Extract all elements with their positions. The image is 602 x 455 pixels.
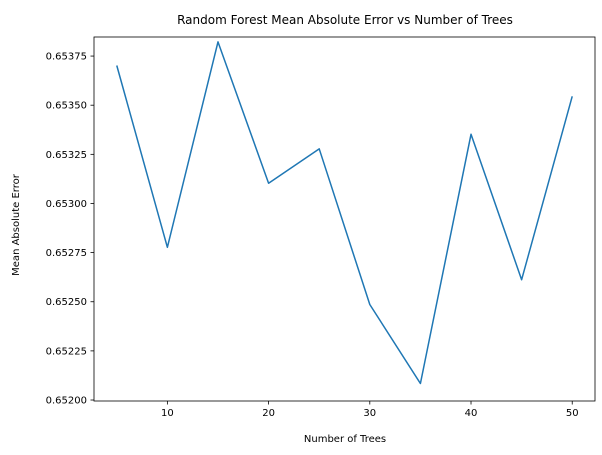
- y-tick-label: 0.65225: [46, 346, 87, 357]
- y-tick-label: 0.65350: [46, 101, 87, 112]
- y-tick-label: 0.65375: [46, 52, 87, 63]
- y-tick-label: 0.65300: [46, 199, 87, 210]
- x-axis: 10 20 30 40 50: [161, 401, 579, 419]
- plot-area: [93, 36, 596, 402]
- x-tick-label: 50: [566, 408, 579, 419]
- y-axis: 0.65200 0.65225 0.65250 0.65275 0.65300 0.653…: [46, 52, 94, 407]
- x-tick-label: 20: [262, 408, 275, 419]
- x-axis-label: Number of Trees: [304, 434, 386, 445]
- chart-title: Random Forest Mean Absolute Error vs Num…: [177, 13, 513, 27]
- x-tick-label: 40: [465, 408, 478, 419]
- x-tick-label: 30: [363, 408, 376, 419]
- y-tick-label: 0.65275: [46, 248, 87, 259]
- x-tick-label: 10: [161, 408, 174, 419]
- y-tick-label: 0.65325: [46, 150, 87, 161]
- y-axis-label: Mean Absolute Error: [11, 173, 22, 276]
- plot-frame: [93, 36, 596, 402]
- series-line-0: [116, 41, 573, 385]
- y-tick-label: 0.65250: [46, 297, 87, 308]
- y-tick-label: 0.65200: [46, 396, 87, 407]
